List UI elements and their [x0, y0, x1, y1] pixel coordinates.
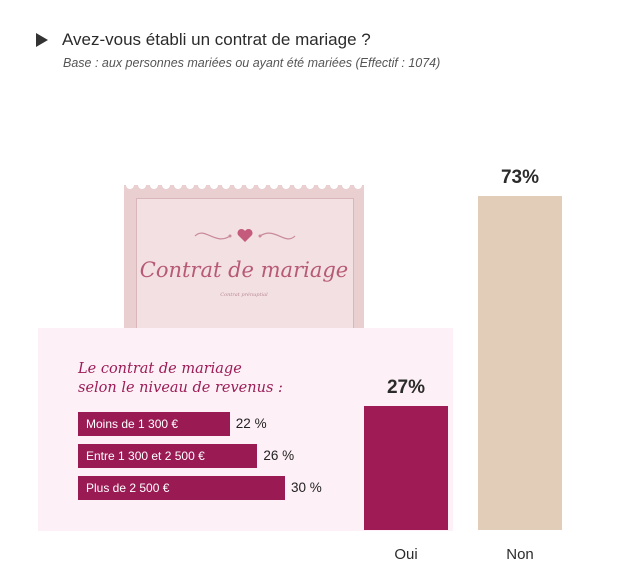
ornament-icon [194, 228, 296, 242]
inset-title-line2: selon le niveau de revenus : [78, 380, 283, 396]
income-bar: Plus de 2 500 € [78, 476, 285, 500]
bar-non [478, 195, 562, 530]
bar-oui [364, 406, 448, 530]
income-bar-value: 30 % [291, 480, 322, 495]
income-bar-value: 26 % [263, 448, 295, 463]
category-label: Non [506, 546, 534, 563]
stamp-title: Contrat de mariage [139, 258, 349, 282]
income-bar: Moins de 1 300 € [78, 412, 230, 436]
bar-value-label: 73% [500, 166, 540, 188]
chart-header: Avez-vous établi un contrat de mariage ?… [36, 30, 440, 70]
play-arrow-icon [36, 33, 48, 47]
inset-title-line1: Le contrat de mariage [78, 361, 242, 377]
inset-title: Le contrat de mariage selon le niveau de… [78, 360, 318, 398]
stamp-small-text: Contrat prénuptial [220, 292, 268, 298]
stamp-inner-frame [136, 198, 354, 336]
category-label: Oui [394, 546, 418, 563]
bar-value-label: 27% [386, 377, 426, 399]
chart-title: Avez-vous établi un contrat de mariage ? [62, 30, 371, 49]
income-bar: Entre 1 300 et 2 500 € [78, 444, 258, 468]
income-bar-value: 22 % [235, 416, 267, 431]
chart-subtitle: Base : aux personnes mariées ou ayant ét… [63, 56, 441, 70]
